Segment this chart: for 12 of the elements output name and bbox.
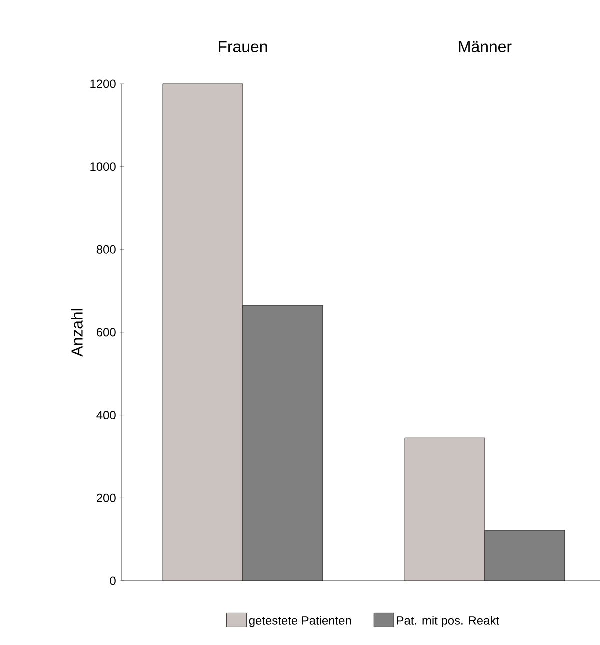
y-tick-label: 200: [97, 494, 116, 502]
y-tick-label: 0: [110, 576, 116, 586]
legend-label: Pat. mit pos. Reakt: [397, 616, 500, 628]
y-tick-label: 1000: [90, 162, 116, 172]
y-tick-label: 800: [96, 245, 116, 254]
y-tick-label: 600: [97, 328, 116, 337]
y-tick-label: 400: [96, 411, 116, 420]
y-axis-title: Anzahl: [71, 309, 83, 357]
x-tick-label: Männer: [459, 41, 512, 52]
y-tick-label: 1200: [90, 80, 116, 88]
x-tick-label: Frauen: [219, 41, 268, 52]
legend-label: getestete Patienten: [249, 616, 352, 628]
